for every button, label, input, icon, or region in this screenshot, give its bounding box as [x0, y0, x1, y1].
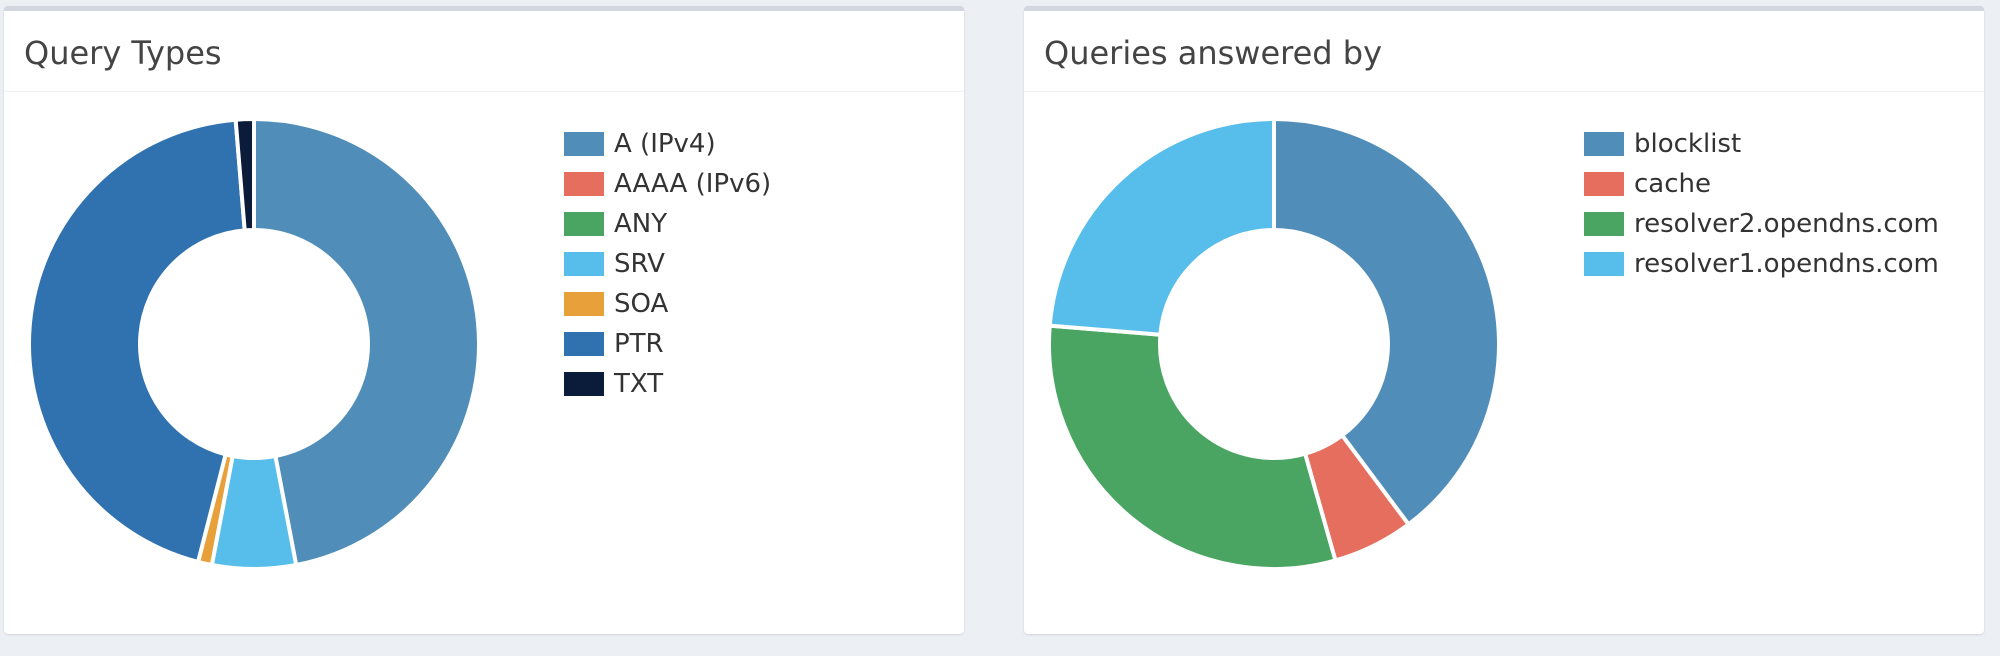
legend-swatch — [564, 332, 604, 356]
legend-item-aaaa-ipv6[interactable]: AAAA (IPv6) — [564, 164, 771, 204]
legend-swatch — [1584, 172, 1624, 196]
legend-label: blocklist — [1634, 129, 1742, 159]
slice-resolver1-opendns-com[interactable] — [1047, 116, 1276, 337]
legend-item-resolver2-opendns-com[interactable]: resolver2.opendns.com — [1584, 204, 1939, 244]
legend-label: TXT — [614, 369, 664, 399]
legend-swatch — [564, 372, 604, 396]
legend-swatch — [564, 252, 604, 276]
legend-item-soa[interactable]: SOA — [564, 284, 771, 324]
legend-label: A (IPv4) — [614, 129, 716, 159]
slice-resolver2-opendns-com[interactable] — [1047, 323, 1338, 571]
slice-a-ipv4[interactable] — [252, 116, 481, 568]
legend-item-srv[interactable]: SRV — [564, 244, 771, 284]
query-types-donut-chart — [27, 116, 481, 571]
legend-label: SRV — [614, 249, 665, 279]
legend-swatch — [564, 172, 604, 196]
queries-answered-header: Queries answered by — [1024, 11, 1984, 92]
legend-item-blocklist[interactable]: blocklist — [1584, 124, 1939, 164]
query-types-title: Query Types — [24, 34, 222, 72]
queries-answered-donut-chart — [1047, 116, 1501, 571]
legend-swatch — [564, 132, 604, 156]
legend-item-a-ipv4[interactable]: A (IPv4) — [564, 124, 771, 164]
legend-label: resolver2.opendns.com — [1634, 209, 1939, 239]
legend-swatch — [1584, 252, 1624, 276]
legend-item-ptr[interactable]: PTR — [564, 324, 771, 364]
legend-label: cache — [1634, 169, 1711, 199]
query-types-panel: Query Types A (IPv4) AAAA (IPv6) ANY SRV SOA… — [4, 6, 964, 634]
queries-answered-panel: Queries answered by blocklist cache resolv… — [1024, 6, 1984, 634]
legend-label: SOA — [614, 289, 669, 319]
legend-swatch — [1584, 132, 1624, 156]
queries-answered-legend: blocklist cache resolver2.opendns.com resol… — [1584, 124, 1939, 284]
legend-swatch — [1584, 212, 1624, 236]
legend-item-any[interactable]: ANY — [564, 204, 771, 244]
queries-answered-title: Queries answered by — [1044, 34, 1383, 72]
legend-label: AAAA (IPv6) — [614, 169, 772, 199]
legend-label: ANY — [614, 209, 668, 239]
legend-label: resolver1.opendns.com — [1634, 249, 1939, 279]
query-types-legend: A (IPv4) AAAA (IPv6) ANY SRV SOA PTR TXT — [564, 124, 771, 404]
slice-ptr[interactable] — [27, 117, 247, 565]
legend-item-cache[interactable]: cache — [1584, 164, 1939, 204]
slice-txt[interactable] — [233, 116, 256, 233]
legend-swatch — [564, 212, 604, 236]
legend-swatch — [564, 292, 604, 316]
slice-blocklist[interactable] — [1272, 116, 1501, 528]
legend-item-txt[interactable]: TXT — [564, 364, 771, 404]
legend-item-resolver1-opendns-com[interactable]: resolver1.opendns.com — [1584, 244, 1939, 284]
legend-label: PTR — [614, 329, 664, 359]
query-types-header: Query Types — [4, 11, 964, 92]
